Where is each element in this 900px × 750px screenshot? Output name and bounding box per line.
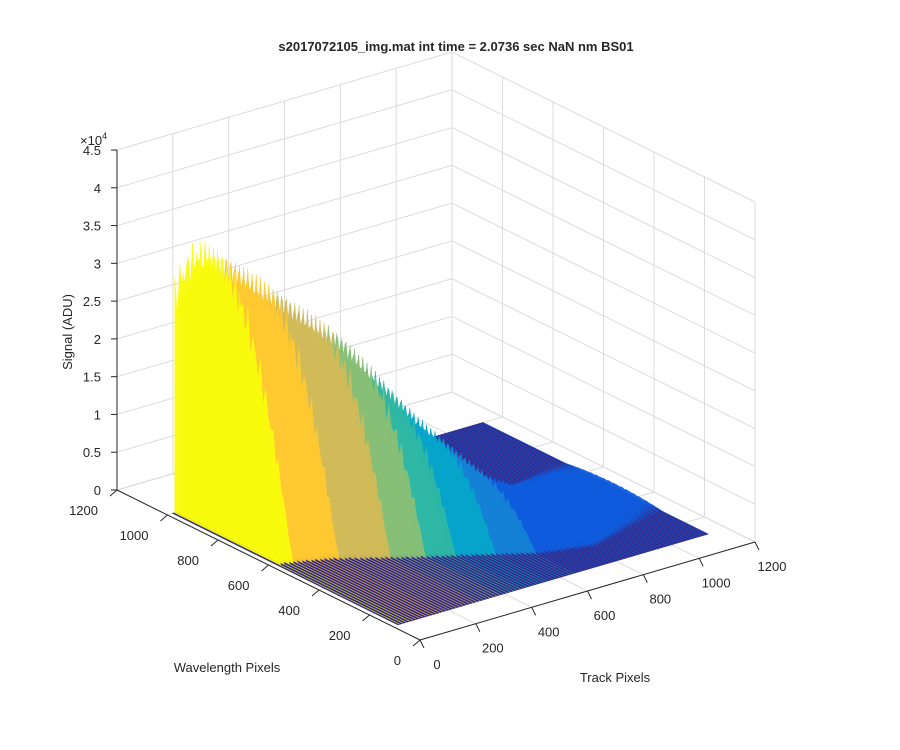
x-tick-mark xyxy=(698,558,704,567)
y-tick-label: 600 xyxy=(228,578,250,593)
x-tick-label: 800 xyxy=(649,592,671,607)
grid-line xyxy=(451,202,756,354)
x-tick-label: 0 xyxy=(433,657,440,672)
x-tick-mark xyxy=(754,541,760,551)
z-tick-label: 3.5 xyxy=(83,219,101,234)
y-tick-label: 800 xyxy=(177,553,199,568)
grid-line xyxy=(451,353,756,505)
grid-line xyxy=(116,89,453,189)
y-tick-mark xyxy=(109,489,118,497)
x-tick-mark xyxy=(642,574,648,583)
y-tick-label: 400 xyxy=(278,603,300,618)
y-tick-mark xyxy=(412,639,421,647)
z-tick-label: 2.5 xyxy=(83,294,101,309)
grid-line xyxy=(451,127,756,279)
x-tick-mark xyxy=(419,639,425,649)
z-tick-label: 0.5 xyxy=(83,445,101,460)
x-tick-mark xyxy=(587,590,592,600)
z-axis-label: Signal (ADU) xyxy=(60,294,75,370)
y-tick-label: 0 xyxy=(394,653,401,668)
surface xyxy=(171,241,710,626)
x-tick-mark xyxy=(475,623,481,632)
x-tick-label: 400 xyxy=(538,624,560,639)
grid-line xyxy=(451,240,756,392)
chart-title: s2017072105_img.mat int time = 2.0736 se… xyxy=(278,39,633,54)
x-tick-label: 200 xyxy=(482,641,504,656)
y-tick-label: 1200 xyxy=(69,503,98,518)
grid-line xyxy=(116,51,453,151)
z-tick-label: 3 xyxy=(94,256,101,271)
y-tick-label: 1000 xyxy=(120,528,149,543)
grid-line xyxy=(451,278,756,430)
surface-row xyxy=(174,241,400,625)
grid-line xyxy=(116,240,453,340)
grid-line xyxy=(451,51,756,203)
y-tick-mark xyxy=(311,589,320,597)
x-tick-mark xyxy=(531,607,537,616)
grid-line xyxy=(116,127,453,227)
grid-line xyxy=(116,164,453,264)
z-tick-label: 2 xyxy=(94,332,101,347)
y-tick-mark xyxy=(261,564,269,572)
surface-row xyxy=(482,422,708,535)
y-axis-label: Wavelength Pixels xyxy=(174,660,281,675)
tick-labels: 0200400600800100012000200400600800100012… xyxy=(69,143,786,672)
z-tick-label: 4 xyxy=(94,181,101,196)
x-tick-label: 600 xyxy=(594,608,616,623)
y-tick-mark xyxy=(210,539,219,547)
x-tick-label: 1000 xyxy=(702,575,731,590)
y-tick-mark xyxy=(362,614,370,622)
grid-line xyxy=(451,164,756,316)
grid-line xyxy=(451,315,756,467)
z-tick-label: 1 xyxy=(94,407,101,422)
y-tick-mark xyxy=(160,514,168,522)
x-axis-label: Track Pixels xyxy=(580,670,651,685)
grid-line xyxy=(116,202,453,302)
y-tick-label: 200 xyxy=(329,628,351,643)
grid-line xyxy=(451,89,756,241)
z-exponent-label: ×104 xyxy=(80,131,107,148)
z-tick-label: 1.5 xyxy=(83,370,101,385)
x-tick-label: 1200 xyxy=(758,559,787,574)
z-tick-label: 0 xyxy=(94,483,101,498)
z-tick-label: 4.5 xyxy=(83,143,101,158)
